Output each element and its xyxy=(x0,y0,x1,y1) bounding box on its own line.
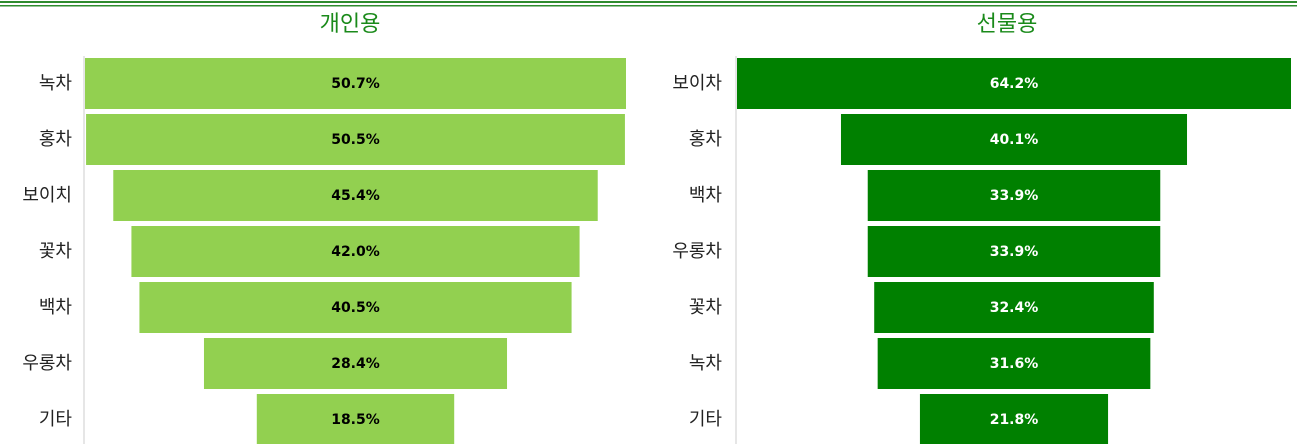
category-label: 홍차 xyxy=(689,129,723,150)
value-label: 40.1% xyxy=(990,132,1039,148)
value-label: 28.4% xyxy=(331,356,380,372)
bar xyxy=(867,170,1161,221)
value-label: 33.9% xyxy=(990,244,1039,260)
value-label: 32.4% xyxy=(990,300,1039,316)
value-label: 64.2% xyxy=(990,76,1039,92)
bar xyxy=(256,394,455,444)
bar xyxy=(85,58,626,109)
value-label: 42.0% xyxy=(331,244,380,260)
category-label: 보이치 xyxy=(22,185,72,206)
category-label: 꽃차 xyxy=(689,297,723,318)
category-label: 백차 xyxy=(689,185,723,206)
bar xyxy=(113,170,598,221)
bar xyxy=(737,58,1291,109)
top-border xyxy=(0,5,1297,7)
value-label: 33.9% xyxy=(990,188,1039,204)
value-label: 18.5% xyxy=(331,412,380,428)
category-label: 녹차 xyxy=(689,353,723,374)
category-label: 기타 xyxy=(689,409,723,430)
value-label: 50.5% xyxy=(331,132,380,148)
category-label: 홍차 xyxy=(39,129,73,150)
top-border xyxy=(0,1,1297,3)
bar xyxy=(840,114,1188,165)
bar xyxy=(874,282,1154,333)
category-label: 꽃차 xyxy=(39,241,73,262)
category-label: 보이차 xyxy=(672,73,722,94)
bar xyxy=(139,282,572,333)
category-label: 기타 xyxy=(39,409,73,430)
value-label: 40.5% xyxy=(331,300,380,316)
category-label: 우롱차 xyxy=(22,353,72,374)
bar xyxy=(867,226,1161,277)
chart-title: 개인용 xyxy=(320,12,381,37)
category-label: 녹차 xyxy=(39,73,73,94)
category-label: 우롱차 xyxy=(672,241,722,262)
chart-title: 선물용 xyxy=(977,12,1038,37)
bar xyxy=(877,338,1151,389)
bar xyxy=(86,114,625,165)
bar xyxy=(131,226,580,277)
value-label: 31.6% xyxy=(990,356,1039,372)
value-label: 50.7% xyxy=(331,76,380,92)
bar xyxy=(203,338,508,389)
category-label: 백차 xyxy=(39,297,73,318)
bar xyxy=(919,394,1109,444)
value-label: 21.8% xyxy=(990,412,1039,428)
value-label: 45.4% xyxy=(331,188,380,204)
